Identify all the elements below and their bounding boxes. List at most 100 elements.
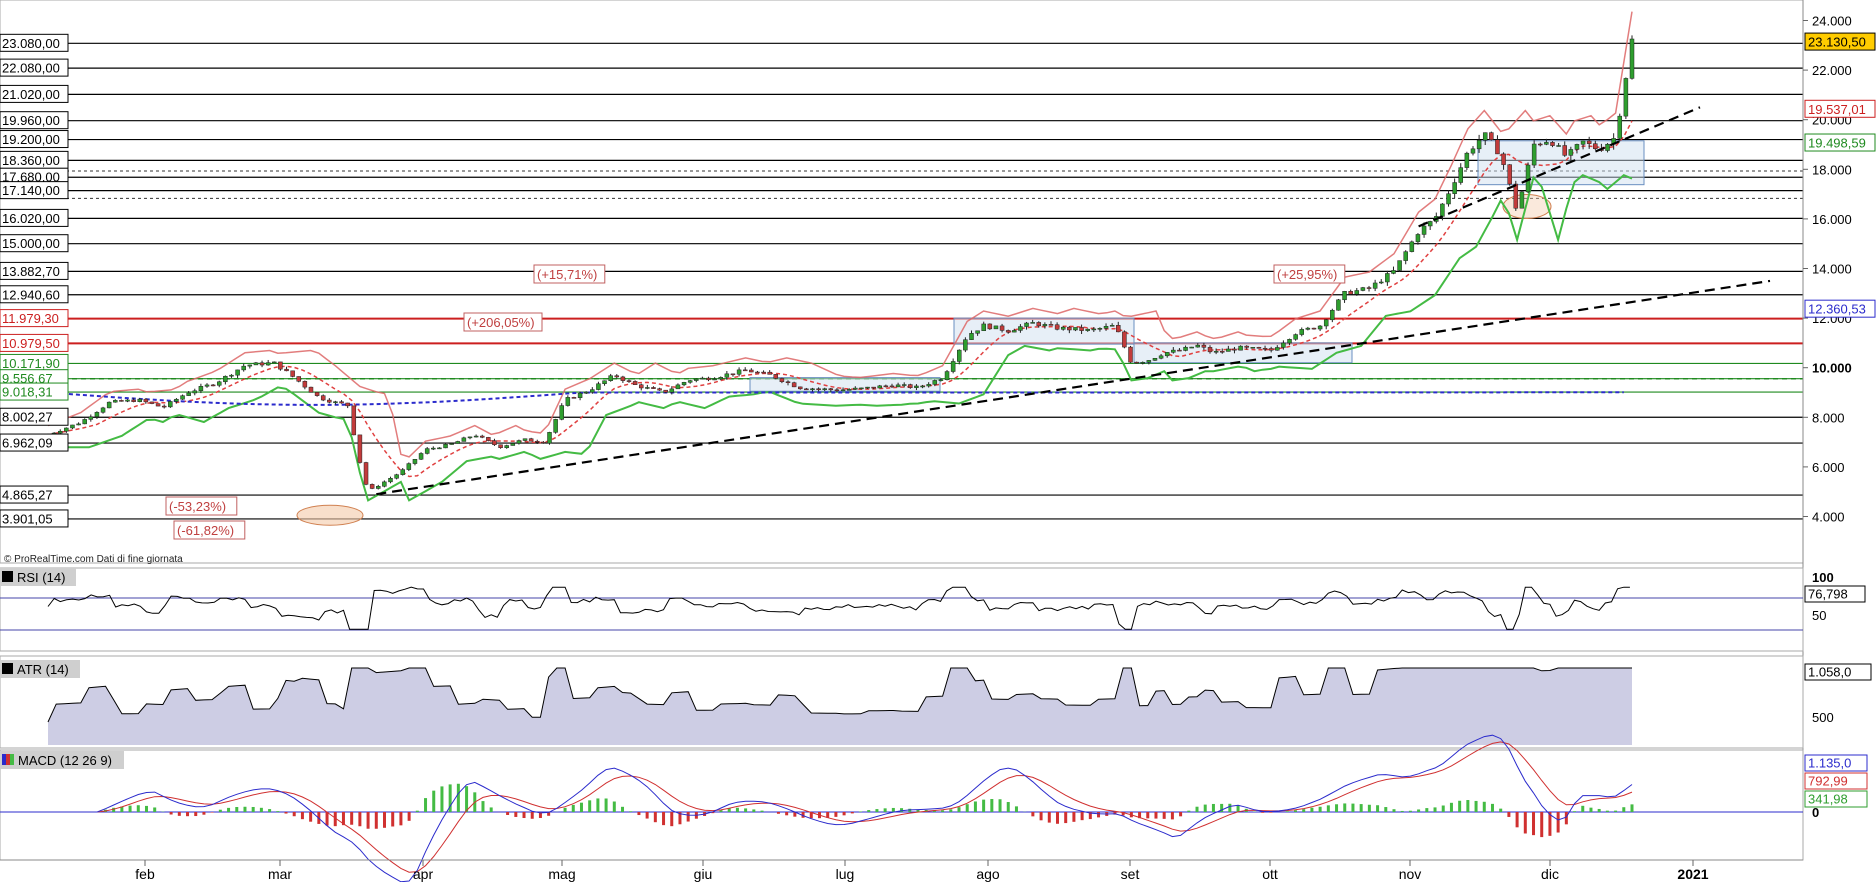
candle-body bbox=[333, 401, 338, 403]
macd-hist-bar bbox=[1408, 810, 1412, 812]
candle-body bbox=[498, 444, 503, 449]
candle-body bbox=[1427, 221, 1433, 227]
candle-body bbox=[351, 405, 357, 436]
macd-hist-bar bbox=[670, 812, 674, 827]
macd-hist-bar bbox=[1376, 805, 1380, 812]
macd-hist-bar bbox=[1482, 801, 1486, 812]
level-label-box bbox=[0, 84, 69, 103]
macd-hist-bar bbox=[1392, 809, 1396, 812]
macd-hist-bar bbox=[891, 807, 895, 812]
level-label: 9.556,67 bbox=[2, 371, 53, 386]
annotation-label: (+25,95%) bbox=[1277, 267, 1337, 282]
indicator-lines bbox=[47, 11, 1633, 502]
price-tag-box bbox=[1804, 32, 1876, 51]
candle-body bbox=[161, 405, 167, 408]
macd-hist-bar bbox=[522, 812, 526, 819]
macd-hist-bar bbox=[1031, 812, 1035, 817]
candle-body bbox=[932, 380, 938, 385]
macd-hist-bar bbox=[1014, 806, 1018, 812]
macd-hist-bar bbox=[686, 812, 690, 822]
macd-hist-bar bbox=[382, 812, 386, 828]
macd-hist-bar bbox=[1564, 812, 1568, 825]
candle-body bbox=[1495, 139, 1500, 155]
candle-body bbox=[1219, 351, 1225, 353]
level-label-box bbox=[0, 285, 69, 304]
candle-body bbox=[583, 391, 589, 394]
level-label: 19.960,00 bbox=[2, 113, 60, 128]
candle-body bbox=[895, 384, 901, 388]
candle-body bbox=[473, 435, 479, 438]
candle-body bbox=[486, 437, 491, 441]
candle-body bbox=[920, 385, 925, 388]
level-label: 10.171,90 bbox=[2, 356, 60, 371]
macd-hist-bar bbox=[1211, 803, 1215, 812]
macd-hist-bar bbox=[859, 811, 863, 812]
candle-body bbox=[155, 403, 161, 407]
macd-value-box bbox=[1804, 790, 1868, 808]
macd-hist-bar bbox=[1187, 810, 1191, 812]
candle-body bbox=[461, 437, 467, 442]
candle-body bbox=[1012, 330, 1017, 333]
price-tick-label: 24.000 bbox=[1812, 14, 1852, 29]
macd-hist-bar bbox=[1154, 812, 1158, 819]
candle-body bbox=[320, 395, 326, 401]
rsi-title: RSI (14) bbox=[17, 570, 65, 585]
macd-swatch-green bbox=[10, 754, 14, 765]
macd-hist-bar bbox=[456, 783, 460, 812]
candle-body bbox=[516, 440, 522, 444]
candle-body bbox=[1617, 115, 1623, 139]
macd-hist-bar bbox=[177, 812, 181, 816]
price-tick-label: 16.000 bbox=[1812, 212, 1852, 227]
macd-hist-bar bbox=[1047, 812, 1051, 823]
range-box bbox=[953, 317, 1135, 345]
macd-hist-bar bbox=[284, 812, 288, 814]
candle-body bbox=[64, 427, 69, 432]
level-label: 11.979,30 bbox=[2, 311, 59, 326]
candle-body bbox=[1531, 143, 1537, 166]
candle-body bbox=[871, 386, 876, 389]
candle-body bbox=[742, 369, 748, 372]
candle-body bbox=[467, 436, 473, 439]
macd-hist-bar bbox=[875, 809, 879, 812]
macd-hist-bar bbox=[1449, 802, 1453, 812]
macd-hist-bar bbox=[1039, 812, 1043, 821]
macd-hist-bar bbox=[965, 804, 969, 812]
macd-hist-bar bbox=[448, 784, 452, 812]
candle-body bbox=[1207, 347, 1213, 353]
candle-body bbox=[247, 364, 253, 367]
macd-value-tag: 792,99 bbox=[1808, 774, 1848, 789]
candle-body bbox=[957, 349, 962, 362]
macd-hist-bar bbox=[333, 812, 337, 827]
macd-hist-bar bbox=[711, 812, 715, 814]
macd-hist-bar bbox=[1384, 807, 1388, 812]
candle-body bbox=[969, 333, 974, 340]
candle-body bbox=[1593, 143, 1598, 150]
candle-body bbox=[1513, 183, 1519, 209]
candle-body bbox=[1116, 325, 1121, 333]
level-label-box bbox=[0, 181, 69, 200]
supertrend-green-line bbox=[48, 174, 1633, 502]
atr-panel: ATR (14) 500 1.058,0 bbox=[0, 655, 1872, 749]
candle-body bbox=[767, 371, 772, 375]
candle-body bbox=[223, 375, 228, 383]
candle-body bbox=[1317, 325, 1323, 330]
price-tag-box bbox=[1804, 133, 1876, 152]
annotations: (+15,71%) (+206,05%) (+25,95%) (-53,23%) (-6… bbox=[165, 264, 1346, 540]
macd-hist-bar bbox=[243, 806, 247, 812]
candle-body bbox=[1195, 344, 1201, 348]
macd-lines: 0 1.135,0 792,99 341,98 bbox=[0, 734, 1868, 882]
level-label-box bbox=[0, 58, 69, 77]
macd-hist-bar bbox=[251, 806, 255, 812]
candle-body bbox=[1238, 345, 1243, 351]
macd-hist-bar bbox=[481, 801, 485, 812]
candle-body bbox=[1201, 344, 1207, 348]
candle-body bbox=[522, 438, 528, 441]
macd-hist-bar bbox=[645, 812, 649, 819]
macd-hist-bar bbox=[1055, 812, 1059, 824]
atr-title: ATR (14) bbox=[17, 662, 69, 677]
candle-body bbox=[528, 438, 534, 442]
candle-body bbox=[1042, 324, 1048, 327]
macd-hist-bar bbox=[153, 807, 157, 812]
candle-body bbox=[773, 374, 779, 379]
